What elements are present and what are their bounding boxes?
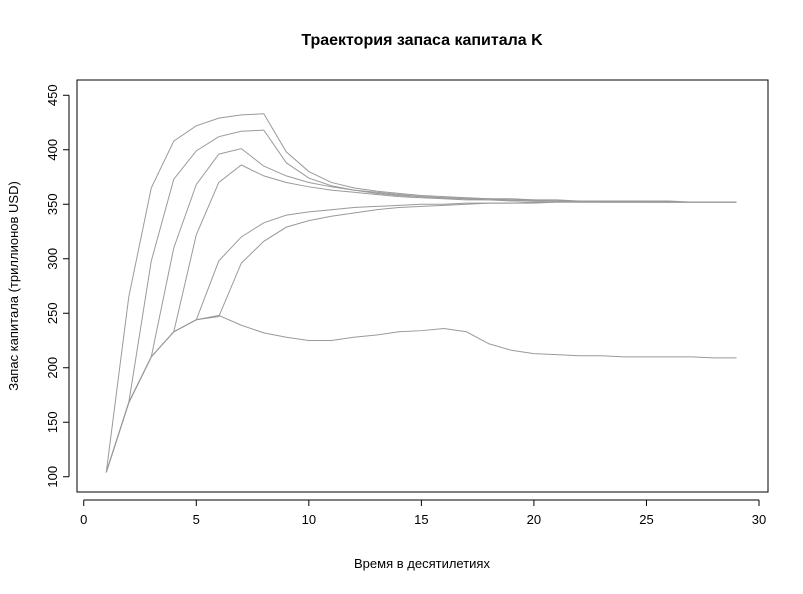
- series-line: [105, 314, 737, 473]
- x-tick-label: 30: [752, 512, 766, 527]
- x-tick-label: 10: [302, 512, 316, 527]
- x-tick-label: 25: [639, 512, 653, 527]
- y-tick-label: 250: [45, 302, 60, 324]
- y-tick-label: 400: [45, 139, 60, 161]
- y-axis-label: Запас капитала (триллионов USD): [6, 181, 21, 391]
- x-tick-label: 0: [80, 512, 87, 527]
- plot-frame: [76, 79, 769, 493]
- y-tick-label: 300: [45, 248, 60, 270]
- chart-title: Траектория запаса капитала K: [301, 32, 543, 49]
- series-line: [105, 113, 737, 473]
- series-line: [105, 201, 737, 473]
- y-tick-label: 450: [45, 84, 60, 106]
- series-line: [105, 129, 737, 473]
- series-line: [105, 201, 737, 473]
- x-tick-label: 20: [527, 512, 541, 527]
- y-tick-label: 150: [45, 411, 60, 433]
- x-tick-label: 15: [414, 512, 428, 527]
- x-tick-label: 5: [193, 512, 200, 527]
- y-tick-label: 200: [45, 357, 60, 379]
- y-tick-label: 350: [45, 193, 60, 215]
- y-tick-label: 100: [45, 466, 60, 488]
- x-axis-label: Время в десятилетиях: [354, 556, 490, 571]
